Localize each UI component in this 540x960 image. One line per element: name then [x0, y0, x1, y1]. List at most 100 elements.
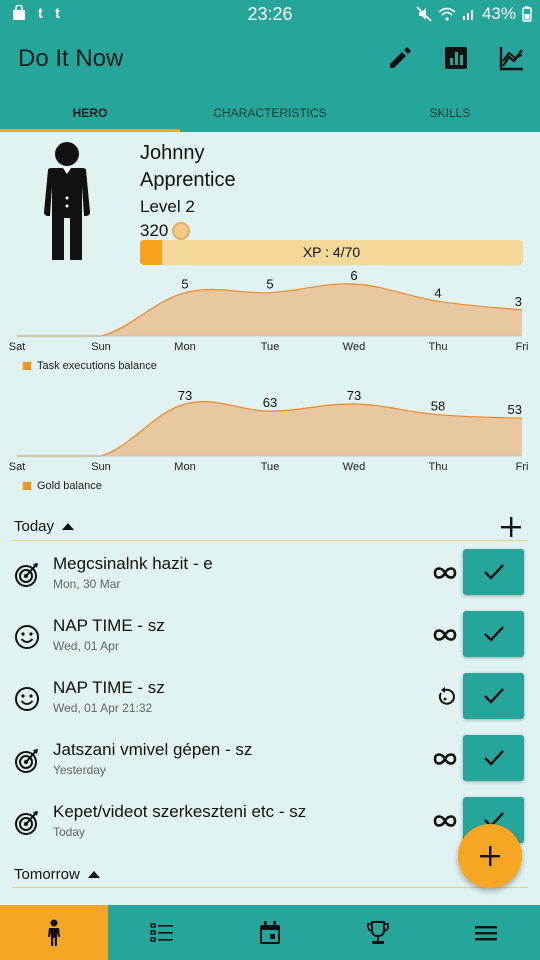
section-title: Today [14, 518, 55, 535]
section-tomorrow: Tomorrow [0, 860, 540, 890]
chart-tick-label: Wed [343, 341, 365, 353]
infinity-icon [432, 563, 458, 583]
chart-tick-label: Sun [91, 341, 111, 353]
section-today: Today [0, 512, 540, 542]
chart-data-label: 58 [431, 399, 445, 414]
complete-task-button[interactable] [463, 673, 524, 719]
chart-tick-label: Tue [261, 341, 280, 353]
xp-text: XP : 4/70 [302, 244, 361, 260]
chart-data-label: 73 [347, 388, 361, 403]
hero-name: Johnny [140, 142, 205, 164]
target-icon [14, 810, 40, 836]
nav-calendar[interactable] [216, 905, 324, 960]
statistics-icon[interactable] [442, 44, 470, 72]
calendar-icon [260, 920, 280, 944]
nav-menu[interactable] [432, 905, 540, 960]
task-title: NAP TIME - sz [53, 678, 165, 697]
chart-line-icon[interactable] [498, 44, 526, 72]
chart-tick-label: Thu [429, 341, 448, 353]
task-title: NAP TIME - sz [53, 616, 165, 635]
section-toggle-today[interactable]: Today [14, 518, 75, 535]
divider [12, 887, 528, 888]
add-fab-button[interactable] [458, 824, 522, 888]
tab-hero[interactable]: HERO [0, 92, 180, 132]
gold-amount: 320 [140, 221, 169, 240]
complete-task-button[interactable] [463, 549, 524, 595]
plus-icon [480, 846, 500, 866]
chart-data-label: 5 [266, 277, 273, 292]
legend-label: Gold balance [37, 480, 102, 492]
hero-class: Apprentice [140, 169, 236, 191]
infinity-icon [432, 625, 458, 645]
chart-tick-label: Sat [9, 461, 26, 473]
task-row[interactable]: Megcsinalnk hazit - e Mon, 30 Mar [0, 549, 540, 611]
chart-tick-label: Thu [429, 461, 448, 473]
chart-data-label: 63 [263, 395, 277, 410]
status-bar: t t 23:26 43% [0, 0, 540, 28]
legend-swatch [23, 482, 31, 490]
complete-task-button[interactable] [463, 735, 524, 781]
collapse-caret-icon [87, 871, 100, 878]
trophy-icon [367, 920, 389, 944]
target-icon [14, 748, 40, 774]
wifi-icon [438, 7, 456, 21]
notification-t-icon: t [55, 5, 60, 22]
system-icons: 43% [416, 4, 532, 24]
task-row[interactable]: NAP TIME - sz Wed, 01 Apr [0, 611, 540, 673]
infinity-icon [432, 749, 458, 769]
chart-data-label: 5 [181, 277, 188, 292]
signal-icon [462, 10, 473, 20]
target-icon [14, 562, 40, 588]
tab-skills[interactable]: SKILLS [429, 106, 471, 120]
chart-data-label: 73 [178, 388, 192, 403]
legend-label: Task executions balance [37, 360, 157, 372]
chart-tick-label: Wed [343, 461, 365, 473]
divider [12, 540, 528, 541]
chart-tick-label: Sun [91, 461, 111, 473]
nav-rewards[interactable] [324, 905, 432, 960]
add-task-icon[interactable] [500, 516, 522, 538]
replay-icon [432, 687, 458, 707]
chart-tick-label: Fri [516, 461, 529, 473]
gold-balance-chart: 73 63 73 58 53 Sat Sun Mon Tue Wed Thu Fri Gold bal… [0, 382, 540, 502]
tab-characteristics[interactable]: CHARACTERISTICS [213, 106, 327, 120]
status-time: 23:26 [247, 4, 293, 24]
section-toggle-tomorrow[interactable]: Tomorrow [14, 866, 100, 883]
chart-tick-label: Fri [516, 341, 529, 353]
chart-data-label: 53 [508, 402, 522, 417]
tab-bar: HERO CHARACTERISTICS SKILLS [0, 92, 540, 132]
mute-icon [416, 6, 432, 22]
chart-tick-label: Mon [174, 461, 195, 473]
app-bar: Do It Now [0, 28, 540, 92]
task-date: Wed, 01 Apr [53, 639, 119, 653]
nav-hero[interactable] [0, 905, 108, 960]
notification-icons: t t [12, 5, 60, 22]
section-title: Tomorrow [14, 866, 80, 883]
task-row[interactable]: Jatszani vmivel gépen - sz Yesterday [0, 735, 540, 797]
collapse-caret-icon [62, 523, 75, 530]
task-date: Wed, 01 Apr 21:32 [53, 701, 153, 715]
task-row[interactable]: NAP TIME - sz Wed, 01 Apr 21:32 [0, 673, 540, 735]
task-date: Today [53, 825, 86, 839]
battery-percent: 43% [481, 4, 516, 23]
coin-icon [172, 222, 191, 240]
app-title: Do It Now [18, 45, 124, 72]
person-icon [48, 919, 60, 946]
xp-progress-fill [140, 240, 162, 265]
shopping-bag-icon [13, 5, 25, 20]
nav-tasks[interactable] [108, 905, 216, 960]
chart-tick-label: Sat [9, 341, 26, 353]
hero-avatar [44, 142, 90, 260]
chart-data-label: 3 [515, 294, 522, 309]
chart-area [17, 283, 522, 336]
smiley-icon [14, 686, 40, 712]
legend-swatch [23, 362, 31, 370]
task-date: Yesterday [53, 763, 106, 777]
hero-gold: 320 [140, 221, 236, 241]
chart-tick-label: Mon [174, 341, 195, 353]
notification-t-icon: t [38, 5, 43, 22]
complete-task-button[interactable] [463, 611, 524, 657]
edit-icon[interactable] [386, 44, 414, 72]
infinity-icon [432, 811, 458, 831]
hero-info: Johnny Apprentice Level 2 320 [140, 142, 236, 241]
